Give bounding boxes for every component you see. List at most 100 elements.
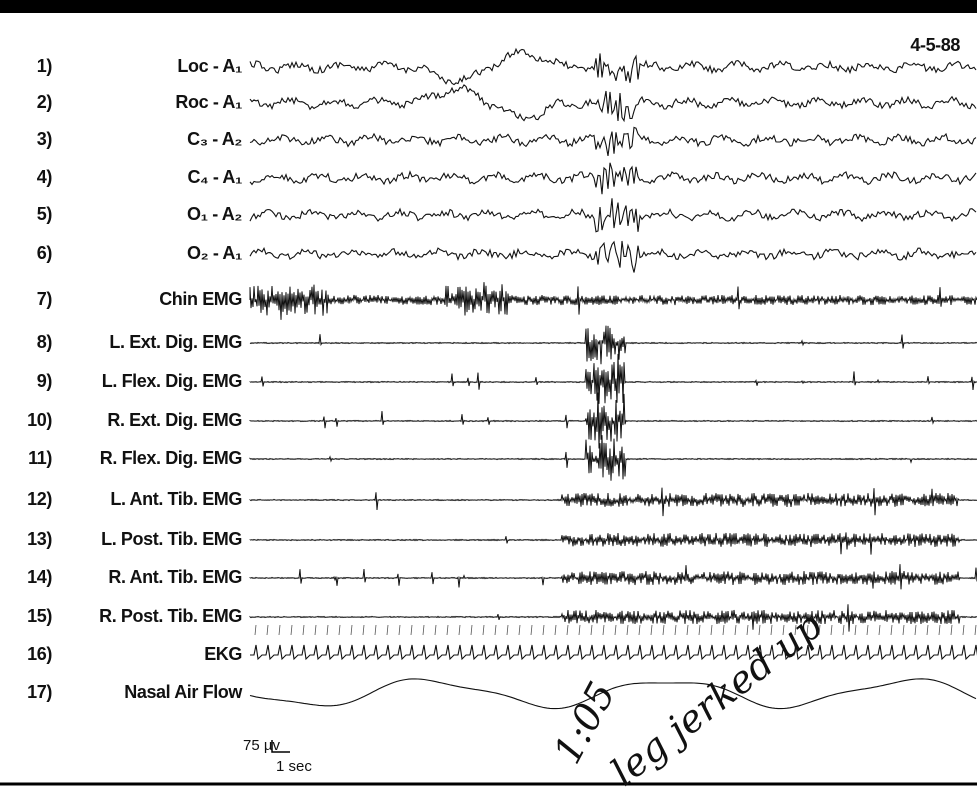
trace: [249, 198, 977, 233]
ekg-tick: [458, 624, 461, 636]
ekg-tick: [914, 624, 917, 636]
ekg-tick: [962, 624, 965, 636]
ekg-tick: [674, 624, 677, 636]
ekg-tick: [782, 624, 785, 636]
channel-number: 7): [37, 289, 53, 309]
channel-number: 11): [28, 448, 52, 468]
ekg-tick: [278, 624, 281, 636]
trace: [249, 678, 977, 710]
ekg-tick: [638, 624, 641, 636]
ekg-tick: [518, 624, 521, 636]
ekg-tick: [662, 624, 665, 636]
channel-number: 15): [27, 606, 52, 626]
trace: [249, 240, 977, 273]
ekg-tick: [530, 624, 533, 636]
channel-label: R. Post. Tib. EMG: [99, 606, 242, 626]
ekg-tick: [902, 624, 905, 636]
channel-number: 13): [27, 529, 52, 549]
ekg-tick: [554, 624, 557, 636]
channel-label: Roc - A₁: [175, 92, 242, 112]
ekg-tick: [890, 624, 893, 636]
channel-number: 8): [37, 332, 53, 352]
channel-label: L. Flex. Dig. EMG: [102, 371, 242, 391]
ekg-tick: [866, 624, 869, 636]
ekg-tick: [410, 624, 413, 636]
channel-label: R. Flex. Dig. EMG: [100, 448, 242, 468]
ekg-tick: [314, 624, 317, 636]
ekg-tick: [386, 624, 389, 636]
channel-label: R. Ext. Dig. EMG: [107, 410, 242, 430]
top-bar: [0, 0, 977, 13]
ekg-tick: [362, 624, 365, 636]
channel-number: 17): [27, 682, 52, 702]
annotation-note: leg jerked up: [603, 603, 830, 787]
ekg-tick: [818, 624, 821, 636]
channel-label: EKG: [204, 644, 242, 664]
ekg-tick: [830, 624, 833, 636]
ekg-tick: [602, 624, 605, 636]
ekg-tick: [686, 624, 689, 636]
ekg-tick: [722, 624, 725, 636]
ekg-tick: [758, 624, 761, 636]
channel-label: C₄ - A₁: [187, 167, 242, 187]
ekg-tick: [926, 624, 929, 636]
ekg-tick: [806, 624, 809, 636]
trace: [249, 564, 977, 590]
ekg-tick: [950, 624, 953, 636]
ekg-tick: [434, 624, 437, 636]
ekg-tick: [974, 624, 977, 636]
ekg-tick: [770, 624, 773, 636]
ekg-tick: [338, 624, 341, 636]
channel-label: Nasal Air Flow: [124, 682, 243, 702]
ekg-tick: [302, 624, 305, 636]
ekg-tick: [746, 624, 749, 636]
trace: [249, 435, 977, 481]
channel-number: 6): [37, 243, 53, 263]
ekg-tick: [698, 624, 701, 636]
ekg-tick: [650, 624, 653, 636]
date: 4-5-88: [910, 35, 960, 55]
channel-number: 10): [27, 410, 52, 430]
ekg-tick: [422, 624, 425, 636]
ekg-tick: [566, 624, 569, 636]
ekg-tick: [794, 624, 797, 636]
trace: [249, 84, 977, 123]
ekg-tick: [878, 624, 881, 636]
channel-number: 5): [37, 204, 53, 224]
ekg-tick: [938, 624, 941, 636]
ekg-tick: [326, 624, 329, 636]
trace: [249, 532, 977, 555]
scale-amplitude: 75 µv: [243, 737, 280, 754]
ekg-tick: [626, 624, 629, 636]
ekg-tick: [290, 624, 293, 636]
ekg-tick: [398, 624, 401, 636]
ekg-tick: [446, 624, 449, 636]
channel-number: 3): [37, 129, 53, 149]
ekg-tick: [350, 624, 353, 636]
ekg-tick: [494, 624, 497, 636]
ekg-tick: [542, 624, 545, 636]
ekg-tick: [614, 624, 617, 636]
trace: [249, 487, 977, 517]
ekg-tick: [842, 624, 845, 636]
trace: [250, 644, 977, 661]
channel-label: O₁ - A₂: [187, 204, 242, 224]
channel-number: 2): [37, 92, 53, 112]
channel-number: 1): [37, 56, 53, 76]
channel-label: L. Ext. Dig. EMG: [109, 332, 242, 352]
channel-label: O₂ - A₁: [187, 243, 242, 263]
channel-label: L. Post. Tib. EMG: [101, 529, 242, 549]
trace: [249, 325, 977, 365]
trace: [249, 162, 977, 195]
channel-number: 9): [37, 371, 53, 391]
ekg-tick: [470, 624, 473, 636]
traces: [249, 47, 977, 710]
trace: [249, 47, 977, 86]
channel-number: 14): [27, 567, 52, 587]
ekg-tick: [734, 624, 737, 636]
channel-label: Loc - A₁: [177, 56, 242, 76]
ekg-tick: [482, 624, 485, 636]
scale-bar: [271, 740, 290, 753]
channel-number: 12): [27, 489, 52, 509]
channel-labels: 1) Loc - A₁ 2) Roc - A₁ 3) C₃ - A₂ 4) C₄ - A₁ 5)…: [27, 56, 244, 702]
